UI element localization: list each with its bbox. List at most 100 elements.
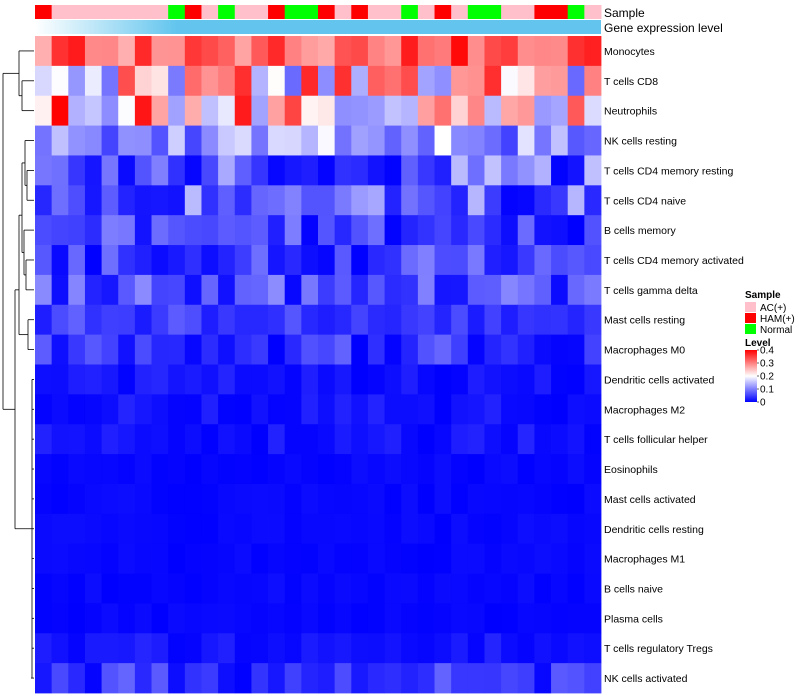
sample-annotation-cell xyxy=(284,5,302,19)
sample-annotation-cell xyxy=(201,5,219,19)
heatmap-cell xyxy=(584,65,602,97)
heatmap-cell xyxy=(584,364,602,395)
heatmap-cell xyxy=(168,65,186,97)
heatmap-cell xyxy=(134,334,152,365)
heatmap-cell xyxy=(467,155,485,186)
heatmap-cell xyxy=(384,663,402,694)
heatmap-cell xyxy=(201,36,219,67)
heatmap-cell xyxy=(334,424,352,455)
heatmap-cell xyxy=(284,274,302,306)
sample-annotation-cell xyxy=(268,5,286,19)
heatmap-cell xyxy=(501,215,519,246)
heatmap-cell xyxy=(551,663,569,694)
row-dendrogram xyxy=(2,50,34,679)
heatmap-cell xyxy=(151,543,169,574)
heatmap-cell xyxy=(534,513,552,545)
heatmap-cell xyxy=(467,424,485,455)
heatmap-cell xyxy=(218,185,236,216)
heatmap-cell xyxy=(584,125,602,156)
heatmap-cell xyxy=(467,95,485,126)
heatmap-cell xyxy=(401,155,419,186)
heatmap-cell xyxy=(118,454,136,485)
heatmap-cell xyxy=(484,603,502,634)
heatmap-cell xyxy=(201,543,219,574)
heatmap-cell xyxy=(517,543,535,574)
heatmap-cell xyxy=(501,633,519,664)
heatmap-cell xyxy=(517,364,535,395)
heatmap-cell xyxy=(584,245,602,276)
heatmap-cell xyxy=(268,663,286,694)
heatmap-cell xyxy=(134,304,152,336)
heatmap-cell xyxy=(118,364,136,395)
heatmap-cell xyxy=(401,95,419,126)
heatmap-cell xyxy=(484,274,502,306)
heatmap-cell xyxy=(451,603,469,634)
heatmap-cell xyxy=(284,663,302,694)
heatmap-cell xyxy=(551,364,569,395)
heatmap-cell xyxy=(101,483,119,515)
heatmap-cell xyxy=(318,394,336,425)
heatmap-cell xyxy=(284,394,302,425)
heatmap-cell xyxy=(84,663,102,694)
heatmap-cell xyxy=(467,245,485,276)
heatmap-cell xyxy=(534,125,552,156)
heatmap-cell xyxy=(551,36,569,67)
heatmap-cell xyxy=(501,513,519,545)
heatmap-cell xyxy=(334,274,352,306)
heatmap-cell xyxy=(184,304,202,336)
heatmap-cell xyxy=(168,364,186,395)
heatmap-cell xyxy=(517,513,535,545)
heatmap-cell xyxy=(134,663,152,694)
heatmap-cell xyxy=(268,364,286,395)
heatmap-cell xyxy=(218,36,236,67)
heatmap-cell xyxy=(234,304,252,336)
heatmap-cell xyxy=(134,274,152,306)
heatmap-cell xyxy=(284,155,302,186)
heatmap-cell xyxy=(184,334,202,365)
heatmap-cell xyxy=(218,424,236,455)
heatmap-cell xyxy=(367,245,385,276)
heatmap-cell xyxy=(68,573,86,604)
heatmap-cell xyxy=(467,543,485,574)
heatmap-cell xyxy=(318,36,336,67)
heatmap-cell xyxy=(318,663,336,694)
heatmap-cell xyxy=(451,454,469,485)
heatmap-cell xyxy=(51,245,69,276)
heatmap-cell xyxy=(268,215,286,246)
heatmap-cell xyxy=(35,185,53,216)
heatmap-cell xyxy=(334,155,352,186)
heatmap-cell xyxy=(551,65,569,97)
heatmap-cell xyxy=(384,483,402,515)
heatmap-cell xyxy=(234,364,252,395)
heatmap-cell xyxy=(534,215,552,246)
heatmap-cell xyxy=(434,513,452,545)
heatmap-cell xyxy=(567,95,585,126)
heatmap-cell xyxy=(584,633,602,664)
heatmap-cell xyxy=(68,364,86,395)
heatmap-cell xyxy=(284,215,302,246)
heatmap-cell xyxy=(501,274,519,306)
row-label: B cells memory xyxy=(604,225,677,237)
heatmap-cell xyxy=(484,424,502,455)
heatmap-cell xyxy=(284,364,302,395)
heatmap-cell xyxy=(35,245,53,276)
heatmap-cell xyxy=(51,125,69,156)
heatmap-cell xyxy=(434,274,452,306)
heatmap-cell xyxy=(184,155,202,186)
heatmap-cell xyxy=(367,394,385,425)
heatmap-cell xyxy=(501,364,519,395)
heatmap-cell xyxy=(101,454,119,485)
heatmap-cell xyxy=(567,663,585,694)
heatmap-cell xyxy=(201,483,219,515)
heatmap-cell xyxy=(234,334,252,365)
heatmap-cell xyxy=(101,304,119,336)
heatmap-cell xyxy=(251,513,269,545)
heatmap-cell xyxy=(184,543,202,574)
heatmap-cell xyxy=(218,274,236,306)
sample-annotation-cell xyxy=(168,5,186,19)
heatmap-cell xyxy=(118,394,136,425)
heatmap-cell xyxy=(501,483,519,515)
heatmap-cell xyxy=(334,513,352,545)
heatmap-cell xyxy=(101,125,119,156)
